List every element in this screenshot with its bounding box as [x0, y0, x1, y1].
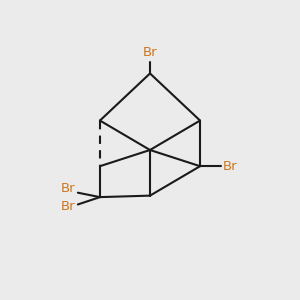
Text: Br: Br — [223, 160, 238, 173]
Text: Br: Br — [143, 46, 157, 59]
Text: Br: Br — [61, 200, 76, 213]
Text: Br: Br — [61, 182, 76, 195]
